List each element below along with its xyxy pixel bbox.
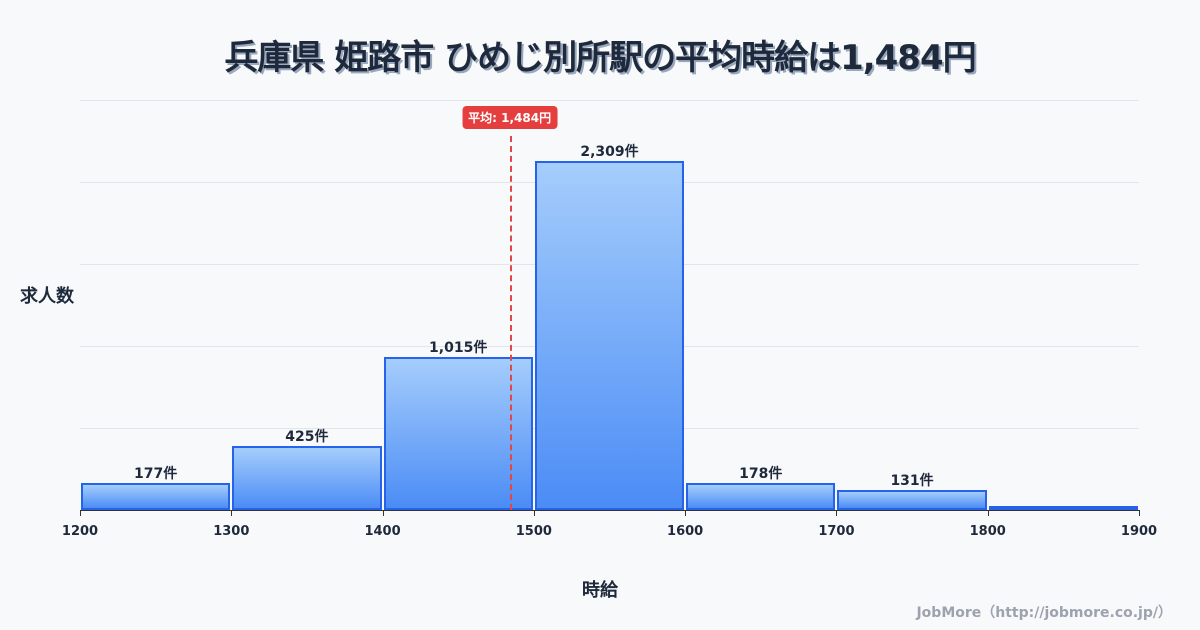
x-tick-label: 1200 — [61, 524, 99, 539]
x-tick-label: 1700 — [818, 524, 855, 539]
average-badge: 平均: 1,484円 — [462, 106, 558, 129]
bar-value-label: 178件 — [739, 466, 783, 483]
x-tick — [987, 510, 989, 516]
histogram-bar — [383, 356, 533, 510]
histogram-bar — [686, 483, 836, 510]
x-tick-label: 1300 — [213, 524, 250, 539]
histogram-plot: 177件 425件 1,015件 2,309件 178件 131件 1200 1300 1400… — [62, 100, 1157, 539]
x-axis — [80, 510, 1139, 511]
x-tick-label: 1500 — [515, 524, 552, 539]
x-tick — [80, 510, 81, 516]
histogram-bar — [232, 445, 382, 510]
histogram-bar — [837, 490, 987, 510]
average-line — [509, 136, 512, 510]
x-tick-label: 1900 — [1120, 524, 1158, 539]
histogram-bar — [988, 506, 1138, 510]
gridline — [80, 100, 1139, 101]
x-tick — [382, 510, 384, 516]
x-tick — [836, 510, 838, 516]
x-tick-label: 1400 — [364, 524, 401, 539]
bar-value-label: 177件 — [134, 466, 178, 483]
x-tick — [1139, 510, 1140, 516]
histogram-bar — [534, 160, 685, 510]
chart-title: 兵庫県 姫路市 ひめじ別所駅の平均時給は1,484円 — [224, 38, 976, 78]
bar-value-label: 425件 — [285, 428, 329, 445]
y-axis-label: 求人数 — [20, 286, 74, 307]
histogram-bar — [81, 483, 231, 510]
bar-value-label: 131件 — [890, 473, 934, 490]
x-tick-label: 1600 — [667, 524, 704, 539]
x-tick — [231, 510, 233, 516]
x-tick-label: 1800 — [969, 524, 1006, 539]
x-tick — [533, 510, 535, 516]
bar-value-label: 2,309件 — [580, 143, 639, 160]
bar-value-label: 1,015件 — [429, 339, 488, 356]
x-axis-label: 時給 — [582, 580, 618, 601]
x-tick — [685, 510, 687, 516]
credit-text: JobMore（http://jobmore.co.jp/） — [916, 605, 1172, 621]
